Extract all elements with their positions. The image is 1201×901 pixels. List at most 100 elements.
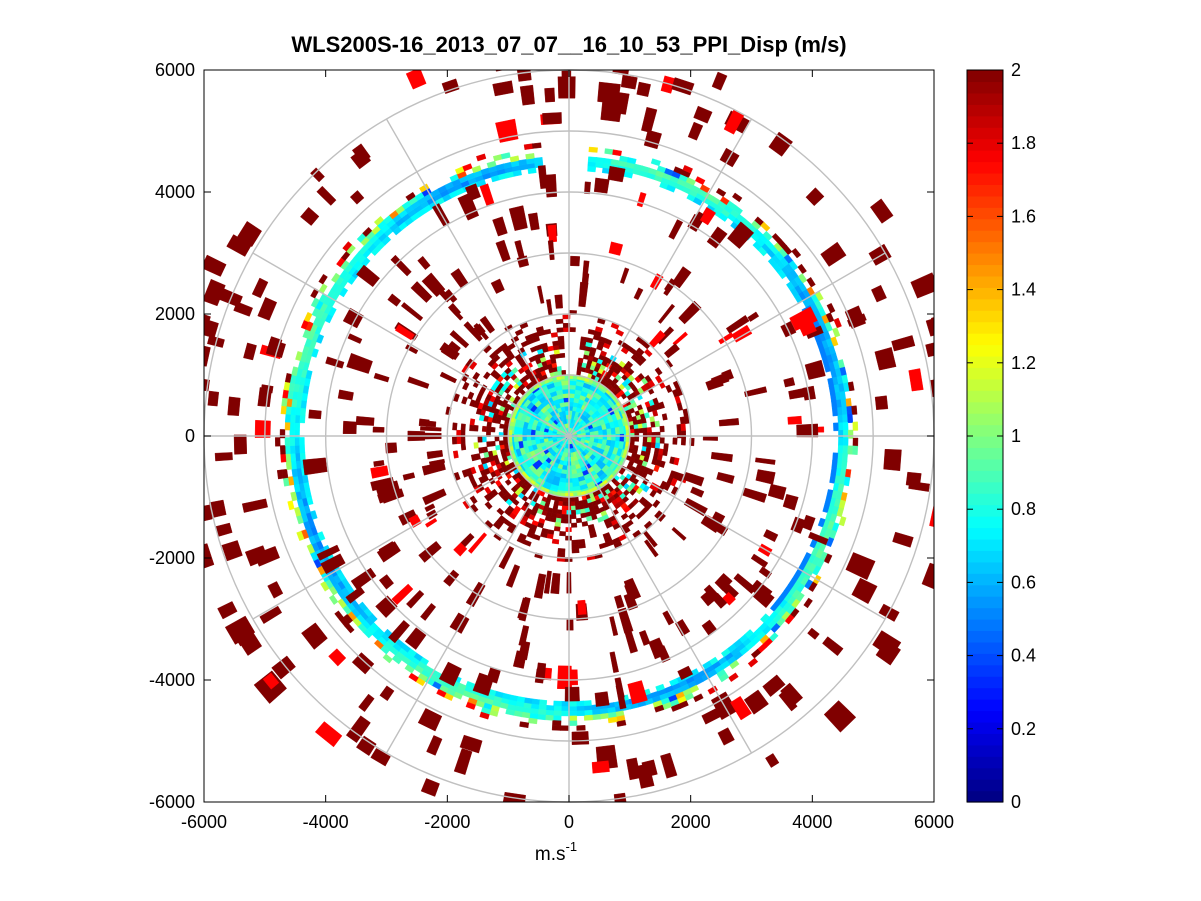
data-cell bbox=[207, 390, 220, 407]
data-cell bbox=[637, 423, 644, 429]
data-cell bbox=[595, 157, 605, 164]
data-cell bbox=[676, 423, 682, 432]
colorbar-swatch bbox=[967, 607, 1003, 620]
data-cell bbox=[404, 664, 415, 674]
x-tick-label: 6000 bbox=[914, 812, 954, 832]
data-cell bbox=[460, 443, 467, 451]
data-cell bbox=[408, 672, 419, 682]
data-cell bbox=[695, 176, 706, 185]
data-cell bbox=[285, 452, 292, 463]
data-cell bbox=[654, 420, 661, 428]
data-cell bbox=[496, 507, 505, 516]
data-cell bbox=[233, 434, 248, 455]
data-cell bbox=[473, 424, 479, 432]
x-tick-label: -2000 bbox=[424, 812, 470, 832]
data-cell bbox=[847, 445, 854, 455]
data-cell bbox=[535, 326, 544, 333]
data-cell bbox=[837, 452, 844, 462]
data-cell bbox=[373, 216, 384, 226]
data-cell bbox=[436, 688, 447, 698]
data-cell bbox=[833, 317, 842, 329]
data-cell bbox=[620, 74, 638, 90]
data-cell bbox=[587, 156, 597, 163]
data-cell bbox=[519, 84, 535, 106]
data-cell bbox=[561, 380, 570, 386]
colorbar-swatch bbox=[967, 436, 1003, 449]
data-cell bbox=[557, 548, 566, 554]
data-cell bbox=[568, 715, 578, 722]
colorbar-swatch bbox=[967, 241, 1003, 254]
data-cell bbox=[796, 423, 819, 438]
data-cell bbox=[874, 395, 889, 410]
data-cell bbox=[826, 302, 836, 314]
data-cell bbox=[490, 440, 496, 447]
data-cell bbox=[587, 161, 597, 168]
data-cell bbox=[655, 431, 661, 438]
data-cell bbox=[646, 441, 652, 448]
colorbar-swatch bbox=[967, 161, 1003, 174]
data-cell bbox=[325, 356, 345, 369]
data-cell bbox=[732, 205, 743, 215]
data-cell bbox=[642, 484, 650, 493]
data-cell bbox=[699, 184, 711, 194]
x-tick-label: 4000 bbox=[792, 812, 832, 832]
colorbar-swatch bbox=[967, 573, 1003, 586]
data-cell bbox=[484, 501, 493, 510]
data-cell bbox=[500, 152, 511, 160]
data-cell bbox=[583, 705, 593, 711]
data-cell bbox=[707, 685, 718, 695]
colorbar-tick-label: 1.8 bbox=[1011, 133, 1036, 153]
data-cell bbox=[284, 421, 291, 431]
colorbar-swatch bbox=[967, 550, 1003, 563]
data-cell bbox=[829, 474, 836, 484]
colorbar-swatch bbox=[967, 230, 1003, 243]
colorbar-tick-label: 1.2 bbox=[1011, 353, 1036, 373]
data-cell bbox=[562, 501, 567, 507]
data-cell bbox=[294, 444, 301, 454]
data-cell bbox=[550, 332, 558, 338]
data-cell bbox=[570, 497, 575, 503]
data-cell bbox=[295, 406, 302, 416]
data-cell bbox=[290, 452, 297, 462]
data-cell bbox=[299, 451, 306, 461]
colorbar-swatch bbox=[967, 184, 1003, 197]
colorbar-swatch bbox=[967, 470, 1003, 483]
data-cell bbox=[460, 423, 466, 431]
data-cell bbox=[405, 191, 416, 202]
data-cell bbox=[852, 421, 859, 431]
data-cell bbox=[425, 420, 437, 428]
data-cell bbox=[342, 420, 357, 435]
data-cell bbox=[651, 437, 657, 444]
data-cell bbox=[677, 665, 694, 681]
x-axis-label-text: m.s bbox=[535, 844, 566, 865]
data-cell bbox=[476, 153, 487, 162]
data-cell bbox=[681, 430, 687, 439]
data-cell bbox=[629, 424, 635, 430]
data-cell bbox=[575, 517, 583, 524]
data-cell bbox=[604, 338, 613, 346]
data-cell bbox=[538, 699, 548, 706]
data-cell bbox=[659, 437, 665, 444]
data-cell bbox=[646, 437, 652, 443]
data-cell bbox=[362, 226, 373, 237]
data-cell bbox=[479, 711, 490, 720]
data-cell bbox=[561, 509, 567, 515]
data-cell bbox=[729, 659, 740, 670]
data-cell bbox=[676, 430, 682, 439]
data-cell bbox=[607, 165, 626, 183]
data-cell bbox=[545, 704, 555, 711]
data-cell bbox=[499, 342, 508, 351]
data-cell bbox=[837, 414, 844, 424]
data-cell bbox=[652, 409, 659, 417]
data-cell bbox=[589, 431, 595, 436]
data-cell bbox=[682, 164, 693, 174]
colorbar-swatch bbox=[967, 138, 1003, 151]
data-cell bbox=[848, 429, 854, 439]
data-cell bbox=[670, 703, 682, 712]
colorbar-swatch bbox=[967, 424, 1003, 437]
colorbar-tick-label: 0.2 bbox=[1011, 719, 1036, 739]
data-cell bbox=[282, 476, 290, 487]
data-cell bbox=[831, 400, 838, 409]
data-cell bbox=[641, 422, 648, 429]
